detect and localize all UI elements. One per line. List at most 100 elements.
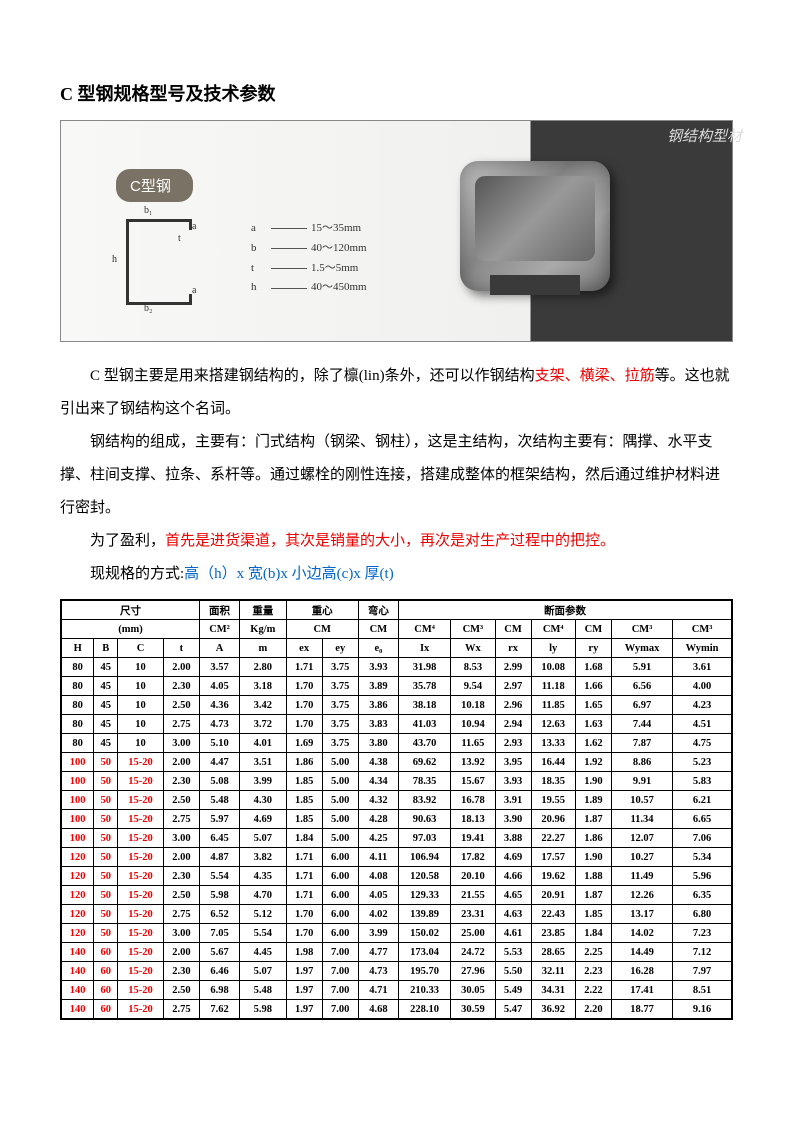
spec-dash	[271, 288, 307, 289]
table-cell: 4.38	[358, 753, 398, 772]
table-cell: 15-20	[118, 962, 164, 981]
table-cell: 18.35	[531, 772, 575, 791]
table-cell: 5.48	[199, 791, 239, 810]
col-header: m	[240, 639, 286, 658]
table-row: 1406015-202.306.465.071.977.004.73195.70…	[61, 962, 732, 981]
table-cell: 4.35	[240, 867, 286, 886]
table-cell: 60	[94, 1000, 118, 1020]
table-cell: 3.75	[322, 734, 358, 753]
table-cell: 3.57	[199, 658, 239, 677]
table-cell: 18.13	[451, 810, 495, 829]
table-cell: 2.75	[163, 715, 199, 734]
table-cell: 7.97	[673, 962, 732, 981]
table-cell: 1.62	[575, 734, 611, 753]
table-cell: 5.34	[673, 848, 732, 867]
table-cell: 4.34	[358, 772, 398, 791]
spec-dash	[271, 248, 307, 249]
table-row: 1005015-202.004.473.511.865.004.3869.621…	[61, 753, 732, 772]
paragraph-2: 钢结构的组成，主要有：门式结构（钢梁、钢柱），这是主结构，次结构主要有：隅撑、水…	[60, 426, 733, 525]
table-cell: 60	[94, 981, 118, 1000]
unit-header: CM²	[199, 620, 239, 639]
table-cell: 5.83	[673, 772, 732, 791]
table-cell: 6.56	[611, 677, 672, 696]
table-cell: 1.86	[286, 753, 322, 772]
table-cell: 2.20	[575, 1000, 611, 1020]
table-cell: 3.82	[240, 848, 286, 867]
table-cell: 3.18	[240, 677, 286, 696]
table-cell: 2.99	[495, 658, 531, 677]
table-cell: 15-20	[118, 924, 164, 943]
table-row: 1205015-202.305.544.351.716.004.08120.58…	[61, 867, 732, 886]
table-cell: 3.99	[240, 772, 286, 791]
dim-b1: b₁	[144, 205, 153, 216]
table-cell: 5.98	[199, 886, 239, 905]
table-cell: 6.00	[322, 924, 358, 943]
table-cell: 4.65	[495, 886, 531, 905]
steel-3d-render	[460, 161, 640, 321]
table-cell: 4.70	[240, 886, 286, 905]
table-cell: 140	[61, 981, 94, 1000]
c-steel-badge: C型钢	[116, 169, 193, 202]
table-cell: 30.05	[451, 981, 495, 1000]
table-cell: 5.91	[611, 658, 672, 677]
table-cell: 5.97	[199, 810, 239, 829]
table-cell: 10.94	[451, 715, 495, 734]
table-cell: 5.49	[495, 981, 531, 1000]
table-cell: 3.88	[495, 829, 531, 848]
table-cell: 17.82	[451, 848, 495, 867]
table-cell: 2.75	[163, 1000, 199, 1020]
group-header: 弯心	[358, 600, 398, 620]
table-cell: 3.75	[322, 715, 358, 734]
table-cell: 3.00	[163, 924, 199, 943]
table-cell: 4.32	[358, 791, 398, 810]
table-cell: 6.00	[322, 867, 358, 886]
dim-h: h	[112, 254, 117, 265]
table-cell: 210.33	[398, 981, 450, 1000]
table-cell: 100	[61, 810, 94, 829]
table-cell: 120	[61, 905, 94, 924]
table-cell: 2.00	[163, 943, 199, 962]
col-header: Ix	[398, 639, 450, 658]
table-cell: 3.86	[358, 696, 398, 715]
table-cell: 36.92	[531, 1000, 575, 1020]
table-cell: 19.62	[531, 867, 575, 886]
table-cell: 15-20	[118, 791, 164, 810]
table-cell: 2.30	[163, 772, 199, 791]
table-cell: 2.75	[163, 905, 199, 924]
col-header: Wymax	[611, 639, 672, 658]
table-cell: 1.85	[286, 810, 322, 829]
p4-blue: 高（h）x 宽(b)x 小边高(c)x 厚(t)	[184, 566, 394, 582]
spec-dash	[271, 228, 307, 229]
table-cell: 9.91	[611, 772, 672, 791]
table-cell: 25.00	[451, 924, 495, 943]
table-cell: 5.54	[240, 924, 286, 943]
table-cell: 1.87	[575, 886, 611, 905]
table-cell: 30.59	[451, 1000, 495, 1020]
table-cell: 4.08	[358, 867, 398, 886]
spec-list: a15～35mmb40～120mmt1.5～5mmh40～450mm	[251, 219, 367, 298]
table-cell: 10	[118, 696, 164, 715]
table-cell: 1.88	[575, 867, 611, 886]
table-cell: 32.11	[531, 962, 575, 981]
p3-red: 首先是进货渠道，其次是销量的大小，再次是对生产过程中的把控。	[165, 533, 615, 549]
col-header: H	[61, 639, 94, 658]
table-cell: 6.80	[673, 905, 732, 924]
table-cell: 50	[94, 810, 118, 829]
table-cell: 1.86	[575, 829, 611, 848]
table-cell: 7.00	[322, 962, 358, 981]
table-cell: 4.11	[358, 848, 398, 867]
table-cell: 45	[94, 658, 118, 677]
table-cell: 11.34	[611, 810, 672, 829]
table-cell: 150.02	[398, 924, 450, 943]
table-cell: 12.63	[531, 715, 575, 734]
table-row: 1406015-202.757.625.981.977.004.68228.10…	[61, 1000, 732, 1020]
table-cell: 80	[61, 677, 94, 696]
table-cell: 5.12	[240, 905, 286, 924]
table-cell: 140	[61, 943, 94, 962]
table-cell: 45	[94, 696, 118, 715]
diagram-figure: C型钢 b₁ h a t a b₂ a15～35mmb40～120mmt1.5～…	[60, 120, 733, 342]
table-cell: 1.69	[286, 734, 322, 753]
col-header: A	[199, 639, 239, 658]
dim-b2: b₂	[144, 303, 153, 314]
table-cell: 78.35	[398, 772, 450, 791]
